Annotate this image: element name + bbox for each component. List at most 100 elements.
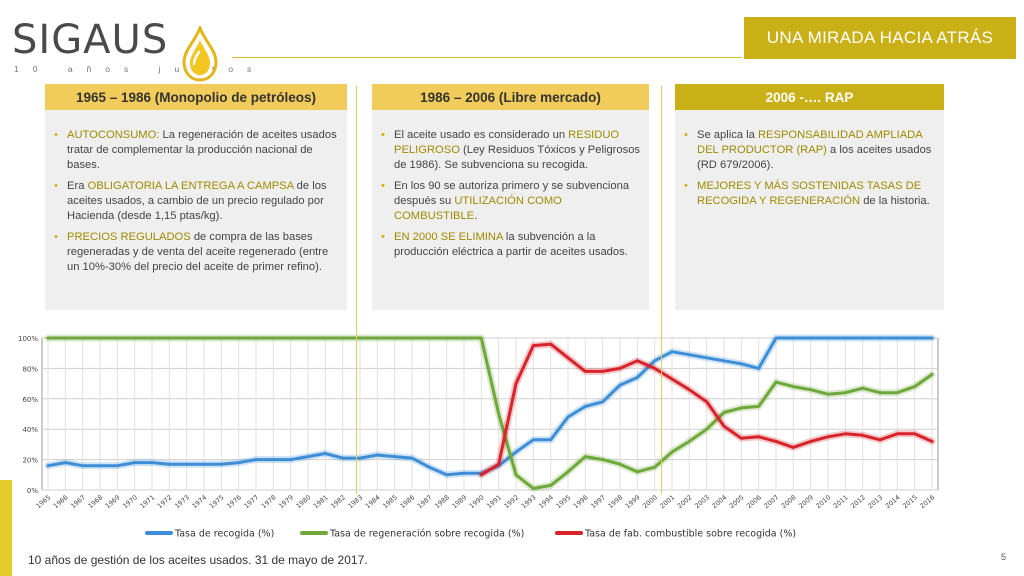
- x-tick-label: 1986: [398, 493, 416, 510]
- x-tick-label: 1996: [572, 493, 590, 510]
- x-tick-label: 2013: [866, 493, 884, 510]
- x-tick-label: 1980: [294, 493, 312, 510]
- column-2-heading: 1986 – 2006 (Libre mercado): [372, 84, 649, 110]
- bullet-prefix: En los 90 se autoriza primero y se subve…: [394, 180, 630, 207]
- header-divider: [232, 57, 742, 58]
- bullet-item: Se aplica la RESPONSABILIDAD AMPLIADA DE…: [684, 128, 940, 173]
- x-tick-label: 1977: [242, 493, 260, 510]
- y-tick-label: 0%: [27, 487, 38, 495]
- x-tick-label: 1989: [450, 493, 468, 510]
- x-tick-label: 1979: [277, 493, 295, 510]
- bullet-text: La regeneración de aceites usados tratar…: [67, 129, 337, 171]
- sigaus-logo: SIGAUS 10 años juntos: [12, 14, 251, 82]
- x-tick-label: 1987: [416, 493, 434, 510]
- bullet-text: la subvención a la producción eléctrica …: [394, 231, 628, 258]
- x-tick-label: 2012: [849, 493, 867, 510]
- bullet-prefix: El aceite usado es considerado un: [394, 129, 569, 141]
- x-tick-label: 1997: [589, 493, 607, 510]
- footer-caption: 10 años de gestión de los aceites usados…: [28, 553, 368, 567]
- bullet-highlight: OBLIGATORIA LA ENTREGA A CAMPSA: [87, 180, 294, 192]
- x-tick-label: 1983: [346, 493, 364, 510]
- x-tick-label: 1972: [156, 493, 174, 510]
- column-2-body: El aceite usado es considerado un RESIDU…: [381, 128, 645, 266]
- x-tick-label: 2006: [745, 493, 763, 510]
- oil-drop-icon: [182, 26, 218, 82]
- x-tick-label: 1991: [485, 493, 503, 510]
- column-1-body: AUTOCONSUMO: La regeneración de aceites …: [54, 128, 342, 281]
- bullet-text: a los aceites usados (RD 679/2006).: [697, 144, 932, 171]
- bullet-prefix: Se aplica la: [697, 129, 758, 141]
- legend-label: Tasa de regeneración sobre recogida (%): [329, 529, 524, 540]
- era-divider-2006: [661, 86, 662, 494]
- bullet-item: EN 2000 SE ELIMINA la subvención a la pr…: [381, 230, 645, 260]
- x-tick-label: 1985: [381, 493, 399, 510]
- x-tick-label: 2016: [918, 493, 936, 510]
- x-tick-label: 2000: [641, 493, 659, 510]
- legend-label: Tasa de fab. combustible sobre recogida …: [584, 529, 796, 540]
- bullet-text: de la historia.: [860, 195, 930, 207]
- x-tick-label: 1988: [433, 493, 451, 510]
- column-3-heading: 2006 -…. RAP: [675, 84, 944, 110]
- bullet-highlight: AUTOCONSUMO:: [67, 129, 160, 141]
- logo-wordmark: SIGAUS: [12, 17, 169, 63]
- column-3-body: Se aplica la RESPONSABILIDAD AMPLIADA DE…: [684, 128, 940, 215]
- x-tick-label: 1992: [502, 493, 520, 510]
- x-tick-label: 2010: [814, 493, 832, 510]
- collection-rates-line-chart: 0%20%40%60%80%100%1965 1966 1967 1968 1969 19…: [18, 334, 939, 540]
- bullet-item: El aceite usado es considerado un RESIDU…: [381, 128, 645, 173]
- x-tick-label: 1967: [69, 493, 87, 510]
- x-tick-label: 2003: [693, 493, 711, 510]
- bullet-item: PRECIOS REGULADOS de compra de las bases…: [54, 230, 342, 275]
- y-tick-label: 40%: [22, 426, 38, 434]
- x-tick-label: 1965: [34, 493, 52, 510]
- x-tick-label: 1984: [364, 493, 382, 510]
- bullet-item: En los 90 se autoriza primero y se subve…: [381, 179, 645, 224]
- series-line-2: [46, 336, 934, 490]
- x-tick-label: 1999: [624, 493, 642, 510]
- page-number: 5: [1001, 552, 1007, 562]
- x-tick-label: 1976: [225, 493, 243, 510]
- x-tick-label: 2001: [658, 493, 676, 510]
- bullet-highlight: MEJORES Y MÁS SOSTENIDAS TASAS DE RECOGI…: [697, 180, 922, 207]
- bullet-item: MEJORES Y MÁS SOSTENIDAS TASAS DE RECOGI…: [684, 179, 940, 209]
- x-tick-label: 2015: [901, 493, 919, 510]
- x-tick-label: 1981: [312, 493, 330, 510]
- x-tick-label: 1966: [52, 493, 70, 510]
- bullet-prefix: Era: [67, 180, 88, 192]
- x-tick-label: 1994: [537, 493, 555, 510]
- bullet-highlight: PRECIOS REGULADOS: [67, 231, 191, 243]
- x-tick-label: 1970: [121, 493, 139, 510]
- x-tick-label: 1975: [208, 493, 226, 510]
- era-divider-1986: [356, 86, 357, 494]
- x-tick-label: 1969: [104, 493, 122, 510]
- x-tick-label: 2011: [832, 493, 850, 510]
- x-tick-label: 2007: [762, 493, 780, 510]
- x-tick-label: 1995: [554, 493, 572, 510]
- x-tick-label: 1982: [329, 493, 347, 510]
- y-tick-label: 100%: [18, 335, 38, 343]
- bullet-text: de los aceites usados, a cambio de un pr…: [67, 180, 327, 222]
- footer-accent-bar: [0, 480, 12, 576]
- x-tick-label: 1971: [138, 493, 156, 510]
- column-1-heading: 1965 – 1986 (Monopolio de petróleos): [45, 84, 347, 110]
- legend-label: Tasa de recogida (%): [174, 529, 274, 540]
- bullet-text: .: [474, 210, 478, 222]
- series-line-3: [479, 342, 934, 477]
- y-tick-label: 20%: [22, 457, 38, 465]
- x-tick-label: 2008: [780, 493, 798, 510]
- bullet-text: de compra de las bases regeneradas y de …: [67, 231, 329, 273]
- x-tick-label: 1990: [468, 493, 486, 510]
- x-tick-label: 2014: [884, 493, 902, 510]
- x-tick-label: 2002: [676, 493, 694, 510]
- x-tick-label: 1973: [173, 493, 191, 510]
- logo-tagline: 10 años juntos: [14, 64, 266, 74]
- x-tick-label: 2004: [710, 493, 728, 510]
- x-tick-label: 1998: [606, 493, 624, 510]
- x-tick-label: 1978: [260, 493, 278, 510]
- y-tick-label: 80%: [22, 365, 38, 373]
- bullet-highlight: UTILIZACIÓN COMO COMBUSTIBLE: [394, 195, 562, 222]
- x-tick-label: 2005: [728, 493, 746, 510]
- x-tick-label: 2009: [797, 493, 815, 510]
- x-tick-label: 1993: [520, 493, 538, 510]
- bullet-item: AUTOCONSUMO: La regeneración de aceites …: [54, 128, 342, 173]
